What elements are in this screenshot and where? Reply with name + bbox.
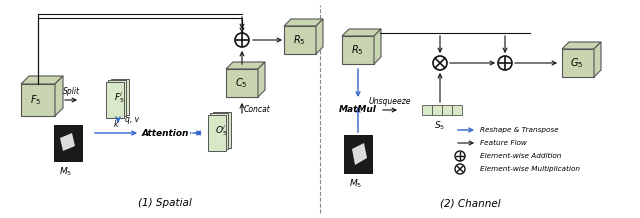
Polygon shape [55, 76, 63, 116]
FancyBboxPatch shape [422, 105, 432, 115]
Polygon shape [374, 29, 381, 64]
Text: $O_5^i$: $O_5^i$ [214, 124, 227, 138]
Text: (1) Spatial: (1) Spatial [138, 198, 192, 208]
Polygon shape [212, 112, 231, 148]
Polygon shape [208, 115, 226, 151]
Text: $F_5^i$: $F_5^i$ [114, 90, 124, 106]
Polygon shape [211, 113, 228, 149]
FancyBboxPatch shape [442, 105, 452, 115]
Polygon shape [342, 29, 381, 36]
Polygon shape [111, 79, 129, 115]
Polygon shape [21, 76, 63, 84]
Polygon shape [108, 80, 127, 116]
Text: $R_5$: $R_5$ [292, 33, 305, 47]
Text: MatMul: MatMul [339, 106, 377, 114]
Polygon shape [562, 49, 594, 77]
Circle shape [433, 56, 447, 70]
FancyBboxPatch shape [432, 105, 442, 115]
Text: Attention: Attention [141, 128, 189, 138]
Polygon shape [21, 84, 55, 116]
Polygon shape [342, 36, 374, 64]
Polygon shape [258, 62, 265, 97]
Circle shape [455, 151, 465, 161]
Polygon shape [106, 82, 124, 118]
Text: k: k [114, 120, 118, 129]
Circle shape [498, 56, 512, 70]
Text: Feature Flow: Feature Flow [480, 140, 527, 146]
Polygon shape [284, 19, 323, 26]
Text: q, v: q, v [125, 116, 139, 124]
Text: Reshape & Transpose: Reshape & Transpose [480, 127, 559, 133]
FancyBboxPatch shape [344, 135, 372, 173]
Text: (2) Channel: (2) Channel [440, 198, 500, 208]
Polygon shape [284, 26, 316, 54]
Polygon shape [226, 69, 258, 97]
Text: Element-wise Multiplication: Element-wise Multiplication [480, 166, 580, 172]
Text: Element-wise Addition: Element-wise Addition [480, 153, 561, 159]
Text: $R_5$: $R_5$ [351, 43, 364, 57]
Polygon shape [60, 133, 75, 151]
Text: $G_5$: $G_5$ [570, 56, 584, 70]
Polygon shape [594, 42, 601, 77]
Polygon shape [226, 62, 265, 69]
Polygon shape [562, 42, 601, 49]
Circle shape [455, 164, 465, 174]
FancyBboxPatch shape [452, 105, 462, 115]
Polygon shape [352, 143, 367, 165]
FancyBboxPatch shape [54, 125, 82, 161]
Text: Unsqueeze: Unsqueeze [369, 97, 412, 106]
Polygon shape [316, 19, 323, 54]
Text: Concat: Concat [244, 106, 271, 114]
Text: $M_5$: $M_5$ [60, 165, 72, 177]
Circle shape [235, 33, 249, 47]
Text: $F_5$: $F_5$ [30, 93, 42, 107]
Text: Split: Split [63, 87, 79, 96]
Text: $C_5$: $C_5$ [235, 76, 247, 90]
Text: $M_5$: $M_5$ [349, 177, 363, 189]
Text: $S_5$: $S_5$ [435, 119, 445, 131]
